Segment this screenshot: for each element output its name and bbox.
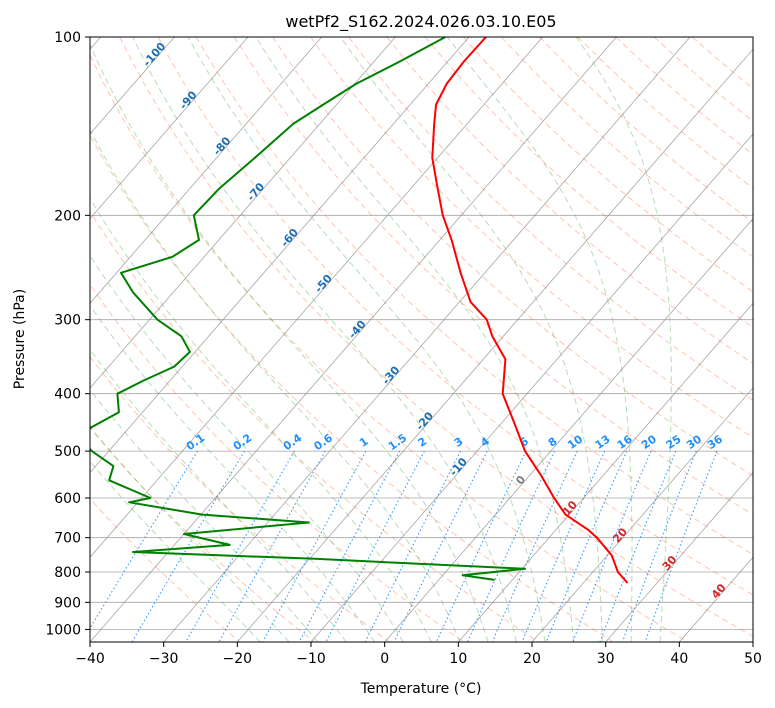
mixing-ratio-line [262, 450, 367, 642]
mixing-ratio-line [435, 450, 527, 642]
moist-adiabat-line [90, 348, 347, 642]
y-tick-label: 900 [54, 595, 81, 611]
mixing-ratio-line [185, 450, 295, 642]
dry-adiabat-line [90, 355, 390, 642]
isotherm-line [90, 37, 544, 558]
mixing-ratio-line [393, 450, 488, 642]
moist-adiabat-line [255, 37, 575, 642]
isotherm-line [531, 387, 753, 642]
y-tick-label: 800 [54, 565, 81, 581]
mixing-ratio-line [325, 450, 425, 642]
isotherm-line [90, 37, 617, 642]
y-tick-label: 1000 [45, 622, 81, 638]
mixing-ratio-line [599, 450, 677, 642]
plot-frame [89, 36, 754, 643]
x-tick-label: 20 [523, 651, 541, 667]
dry-adiabat-line [386, 37, 753, 364]
dry-adiabat-line [90, 53, 689, 642]
dry-adiabat-line [90, 210, 540, 642]
y-tick-label: 400 [54, 387, 81, 403]
dry-adiabat-line [157, 37, 753, 596]
isotherm-line [457, 302, 753, 642]
y-axis: 100 200 300 400 500 600 700 800 900 1000 [45, 30, 90, 638]
isotherm-line [90, 37, 249, 220]
y-axis-label: Pressure (hPa) [12, 289, 28, 389]
moist-adiabat-line [446, 37, 633, 642]
isotherm-line [90, 37, 396, 389]
mixing-ratio-line [572, 450, 652, 642]
dry-adiabat-line [195, 37, 753, 555]
dry-adiabat-line [348, 37, 753, 401]
moist-adiabat-line [575, 37, 672, 642]
x-tick-label: −20 [223, 651, 253, 667]
y-tick-label: 100 [54, 30, 81, 46]
moist-adiabat-line [90, 304, 376, 642]
isotherm-line [90, 37, 323, 304]
mixing-ratio-lines [90, 450, 718, 642]
dry-adiabat-line [90, 427, 316, 642]
x-tick-label: −30 [149, 651, 179, 667]
moist-adiabats [90, 37, 672, 642]
x-tick-label: −10 [296, 651, 326, 667]
moist-adiabat-line [90, 129, 461, 642]
isotherm-line [163, 37, 691, 642]
isotherm-line [90, 37, 470, 474]
dry-adiabat-line [119, 37, 753, 638]
y-tick-label: 500 [54, 444, 81, 460]
moist-adiabat-line [132, 37, 517, 642]
isotherm-line [310, 133, 753, 642]
dry-adiabat-line [310, 37, 753, 439]
moist-adiabat-line [90, 425, 290, 642]
x-tick-label: 0 [380, 651, 389, 667]
y-tick-label: 600 [54, 491, 81, 507]
y-tick-label: 700 [54, 531, 81, 547]
mixing-ratio-line [466, 450, 556, 642]
x-tick-label: −40 [75, 651, 105, 667]
moist-adiabat-line [90, 388, 319, 642]
mixing-ratio-line [218, 450, 326, 642]
x-tick-label: 10 [449, 651, 467, 667]
moist-adiabat-line [90, 197, 432, 642]
isotherm-line [384, 218, 753, 642]
x-axis-label: Temperature (°C) [360, 681, 482, 697]
sounding-profiles [90, 37, 629, 584]
chart-title: wetPf2_S162.2024.026.03.10.E05 [285, 12, 556, 32]
mixing-ratio-line [298, 450, 401, 642]
y-tick-label: 300 [54, 313, 81, 329]
temperature-profile-line [431, 37, 629, 584]
mixing-ratio-line [90, 450, 199, 630]
moist-adiabat-line [90, 460, 261, 642]
plot-area: -100-90-80-70-60-50-40-30-20-10 0.1 0.2 0.… [90, 37, 753, 642]
moist-adiabat-line [187, 37, 546, 642]
dry-adiabat-line [90, 283, 465, 642]
dry-adiabats [90, 37, 753, 642]
x-axis: −40 −30 −20 −10 0 10 20 30 40 50 [75, 642, 762, 667]
x-tick-label: 30 [597, 651, 615, 667]
y-tick-label: 200 [54, 208, 81, 224]
moist-adiabat-line [340, 37, 603, 642]
mixing-ratio-line [364, 450, 462, 642]
dry-adiabat-line [90, 134, 614, 642]
moist-adiabat-line [90, 43, 489, 642]
x-tick-label: 40 [670, 651, 688, 667]
isotherm-grid [90, 37, 753, 642]
isotherm-line [605, 472, 753, 642]
mixing-ratio-line [621, 450, 697, 642]
x-tick-label: 50 [744, 651, 762, 667]
isotherm-line [236, 48, 753, 642]
dewpoint-profile-line [90, 37, 526, 581]
